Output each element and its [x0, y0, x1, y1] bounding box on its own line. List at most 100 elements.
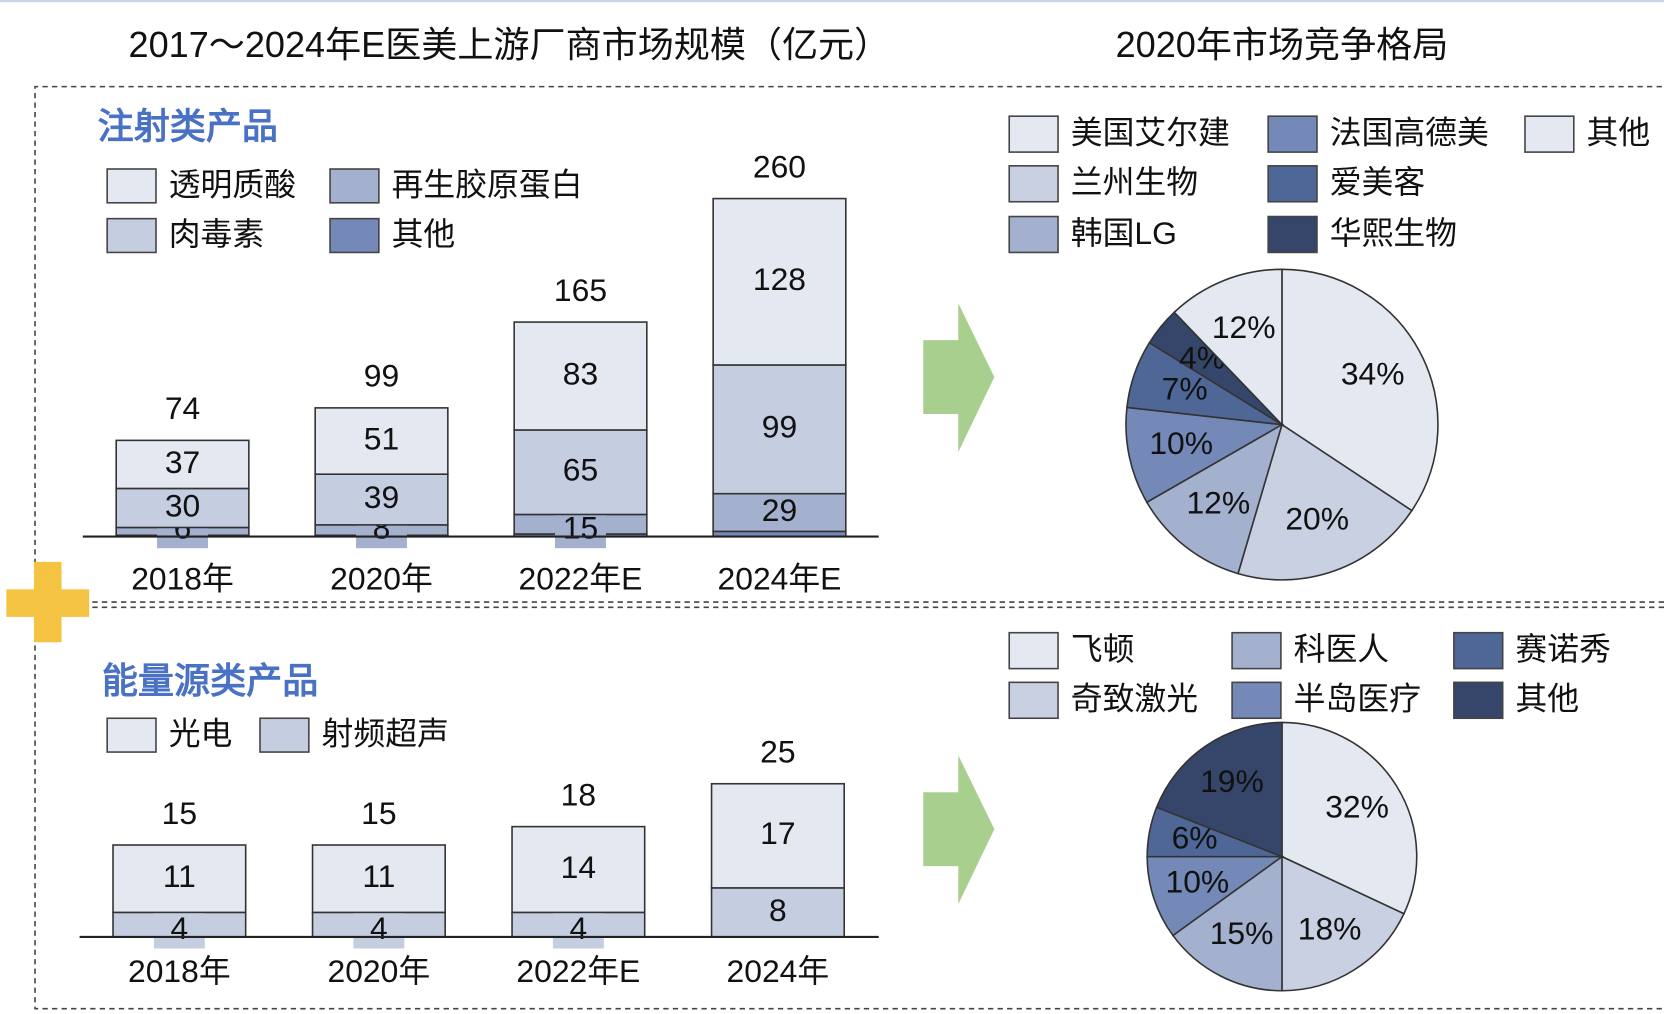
label-backdrop	[552, 912, 604, 949]
legend-label: 奇致激光	[1071, 681, 1198, 717]
chart-subtitle: 注射类产品	[98, 105, 278, 146]
slice-label: 7%	[1162, 371, 1208, 407]
value-label: 4	[570, 910, 588, 946]
legend-swatch	[106, 717, 157, 753]
value-label: 65	[563, 452, 598, 488]
total-label: 99	[364, 358, 399, 394]
value-label: 29	[762, 492, 797, 528]
slice-label: 34%	[1341, 356, 1405, 392]
bar-segment	[513, 321, 648, 431]
total-label: 74	[165, 390, 200, 426]
legend-label: 再生胶原蛋白	[392, 166, 583, 202]
bar-segment	[712, 492, 847, 533]
value-label: 14	[561, 849, 596, 885]
bar-segment	[314, 407, 449, 475]
left-title: 2017～2024年E医美上游厂商市场规模（亿元）	[129, 24, 891, 65]
legend-label: 其他	[1587, 115, 1651, 151]
legend-swatch	[1008, 681, 1059, 720]
legend-swatch	[1267, 215, 1318, 254]
legend-label: 爱美客	[1330, 164, 1425, 200]
value-label: 37	[165, 444, 200, 480]
label-backdrop	[353, 912, 405, 949]
pie-slice	[1145, 422, 1284, 575]
value-label: 4	[370, 910, 388, 946]
legend-swatch	[329, 217, 380, 254]
label-backdrop	[555, 512, 606, 549]
slice-label: 19%	[1200, 763, 1264, 799]
bar-segment	[712, 197, 847, 366]
total-label: 25	[760, 734, 795, 770]
legend-label: 光电	[169, 716, 233, 752]
value-label: 15	[563, 510, 598, 546]
legend-swatch	[106, 217, 157, 254]
legend-label: 飞顿	[1071, 631, 1135, 667]
legend-swatch	[1267, 165, 1318, 203]
slice-label: 12%	[1212, 309, 1276, 345]
total-label: 165	[554, 272, 607, 308]
slice-label: 10%	[1166, 863, 1230, 899]
x-tick-label: 2024年	[727, 953, 830, 989]
pie-slice	[1281, 721, 1418, 915]
x-tick-label: 2024年E	[718, 560, 842, 596]
legend-label: 肉毒素	[169, 216, 264, 252]
legend-label: 半岛医疗	[1294, 681, 1421, 717]
bar-segment	[311, 844, 446, 914]
slice-label: 20%	[1285, 500, 1349, 536]
value-label: 4	[170, 910, 188, 946]
total-label: 18	[561, 776, 596, 812]
arrow	[923, 303, 995, 453]
legend-swatch	[1453, 631, 1504, 670]
chart-subtitle: 能量源类产品	[102, 660, 318, 701]
legend-label: 赛诺秀	[1515, 631, 1610, 667]
top-panel-border	[34, 85, 1664, 603]
legend-swatch	[1008, 215, 1059, 254]
bar-segment	[115, 439, 250, 490]
pie-slice	[1125, 406, 1285, 504]
bottom-panel-border	[34, 606, 1664, 1010]
pie-slice	[1281, 855, 1405, 992]
slice-label: 10%	[1149, 425, 1213, 461]
legend-label: 华熙生物	[1330, 215, 1457, 251]
value-label: 11	[362, 858, 395, 894]
bar-segment	[115, 487, 250, 529]
slice-label: 12%	[1186, 485, 1250, 521]
x-tick-label: 2020年	[330, 560, 433, 596]
value-label: 39	[364, 479, 399, 515]
slice-label: 15%	[1210, 915, 1274, 951]
legend-label: 其他	[392, 216, 456, 252]
legend-label: 透明质酸	[169, 166, 296, 202]
value-label: 17	[760, 815, 795, 851]
value-label: 11	[163, 858, 196, 894]
bar-segment	[712, 364, 847, 495]
value-label: 30	[165, 487, 200, 523]
pie-slice	[1146, 855, 1285, 937]
legend-label: 兰州生物	[1071, 164, 1198, 200]
pie-slice	[1155, 721, 1283, 858]
value-label: 83	[563, 355, 598, 391]
label-backdrop	[153, 912, 205, 949]
legend-label: 美国艾尔建	[1071, 115, 1230, 151]
x-tick-label: 2022年E	[519, 560, 643, 596]
legend-swatch	[1008, 631, 1059, 670]
legend-swatch	[1524, 115, 1575, 153]
x-tick-label: 2018年	[131, 560, 234, 596]
x-tick-label: 2018年	[128, 953, 231, 989]
bar-segment	[710, 782, 845, 889]
legend-label: 法国高德美	[1330, 115, 1489, 151]
legend-swatch	[1008, 165, 1059, 203]
value-label: 8	[769, 892, 787, 928]
legend-swatch	[259, 717, 310, 753]
x-tick-label: 2022年E	[516, 953, 640, 989]
pie-slice	[1237, 423, 1413, 581]
plus-icon	[6, 561, 90, 643]
x-tick-label: 2020年	[328, 953, 431, 989]
total-label: 15	[361, 795, 396, 831]
right-title: 2020年市场竞争格局	[1116, 24, 1449, 65]
arrow	[923, 755, 995, 905]
value-label: 51	[364, 420, 399, 456]
slice-label: 18%	[1298, 911, 1362, 947]
legend-swatch	[329, 168, 380, 204]
legend-swatch	[1267, 115, 1318, 153]
